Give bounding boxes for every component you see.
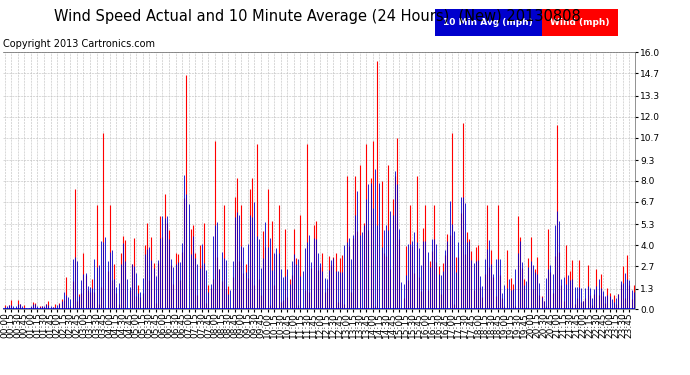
Text: Wind (mph): Wind (mph) bbox=[550, 18, 609, 27]
Text: Copyright 2013 Cartronics.com: Copyright 2013 Cartronics.com bbox=[3, 39, 155, 50]
Text: Wind Speed Actual and 10 Minute Average (24 Hours)  (New) 20130808: Wind Speed Actual and 10 Minute Average … bbox=[54, 9, 581, 24]
Text: 10 Min Avg (mph): 10 Min Avg (mph) bbox=[443, 18, 533, 27]
